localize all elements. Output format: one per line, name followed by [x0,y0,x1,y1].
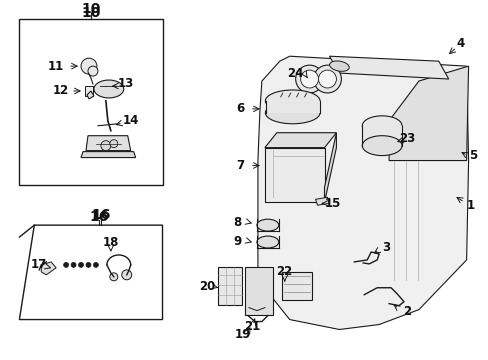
Circle shape [110,273,118,281]
Bar [362,126,401,146]
Ellipse shape [265,90,319,112]
Text: 1: 1 [466,199,474,212]
Polygon shape [81,152,135,158]
Circle shape [71,262,76,267]
Text: 19: 19 [234,328,251,341]
Ellipse shape [362,136,401,156]
Text: 21: 21 [244,320,260,333]
Circle shape [81,58,97,74]
Text: 7: 7 [236,159,244,172]
Polygon shape [257,56,468,329]
Text: 8: 8 [232,216,241,229]
Text: 14: 14 [122,114,139,127]
Text: 16: 16 [89,210,108,224]
Polygon shape [86,136,130,150]
Text: 12: 12 [53,85,69,98]
Text: 13: 13 [118,77,134,90]
Bar [218,267,242,305]
Text: 23: 23 [398,132,414,145]
Bar [85,86,93,96]
Text: 11: 11 [48,60,64,73]
Ellipse shape [256,219,278,231]
Text: 18: 18 [102,235,119,248]
Circle shape [313,65,341,93]
Polygon shape [264,133,336,148]
Circle shape [63,262,68,267]
Bar [244,267,272,315]
Polygon shape [41,262,56,275]
Circle shape [86,262,91,267]
Ellipse shape [362,116,401,136]
Polygon shape [264,148,324,202]
Ellipse shape [256,236,278,248]
Text: 10: 10 [81,6,101,21]
Text: 15: 15 [324,197,340,210]
Text: 2: 2 [402,305,410,318]
Text: 5: 5 [468,149,477,162]
Circle shape [88,66,98,76]
Ellipse shape [265,102,319,124]
Circle shape [300,70,318,88]
Circle shape [110,140,118,148]
Text: 24: 24 [287,67,303,80]
Circle shape [93,262,98,267]
Circle shape [101,141,111,150]
Ellipse shape [94,80,123,98]
Bar [265,101,319,113]
Circle shape [295,65,323,93]
Text: 16: 16 [91,208,110,222]
Circle shape [79,262,83,267]
Text: 6: 6 [235,102,244,115]
Polygon shape [324,133,336,202]
Text: 10: 10 [81,3,101,17]
Polygon shape [388,66,468,161]
Bar [281,272,311,300]
Polygon shape [329,56,448,79]
Ellipse shape [329,61,348,71]
Bar [20,19,162,185]
Circle shape [318,70,336,88]
Text: 9: 9 [232,235,241,248]
Text: 22: 22 [276,265,292,278]
Text: 4: 4 [456,37,464,50]
Text: 3: 3 [381,240,389,253]
Circle shape [122,270,131,280]
Polygon shape [87,91,94,99]
Polygon shape [315,197,329,205]
Text: 20: 20 [199,280,215,293]
Text: 17: 17 [31,258,47,271]
